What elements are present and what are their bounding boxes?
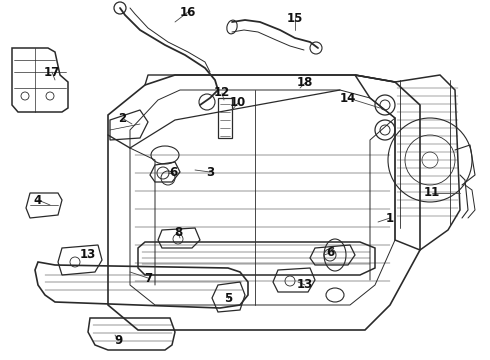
- Text: 13: 13: [297, 279, 313, 292]
- Text: 13: 13: [80, 248, 96, 261]
- Text: 11: 11: [424, 186, 440, 199]
- Text: 6: 6: [326, 247, 334, 260]
- Text: 6: 6: [169, 166, 177, 180]
- Text: 14: 14: [340, 91, 356, 104]
- Text: 5: 5: [224, 292, 232, 305]
- Text: 8: 8: [174, 226, 182, 239]
- Text: 17: 17: [44, 66, 60, 78]
- Text: 12: 12: [214, 86, 230, 99]
- Text: 1: 1: [386, 211, 394, 225]
- Text: 15: 15: [287, 12, 303, 24]
- Text: 18: 18: [297, 77, 313, 90]
- Text: 7: 7: [144, 271, 152, 284]
- Text: 2: 2: [118, 112, 126, 125]
- Text: 4: 4: [34, 194, 42, 207]
- Text: 16: 16: [180, 5, 196, 18]
- Text: 3: 3: [206, 166, 214, 179]
- Text: 10: 10: [230, 96, 246, 109]
- Text: 9: 9: [114, 333, 122, 346]
